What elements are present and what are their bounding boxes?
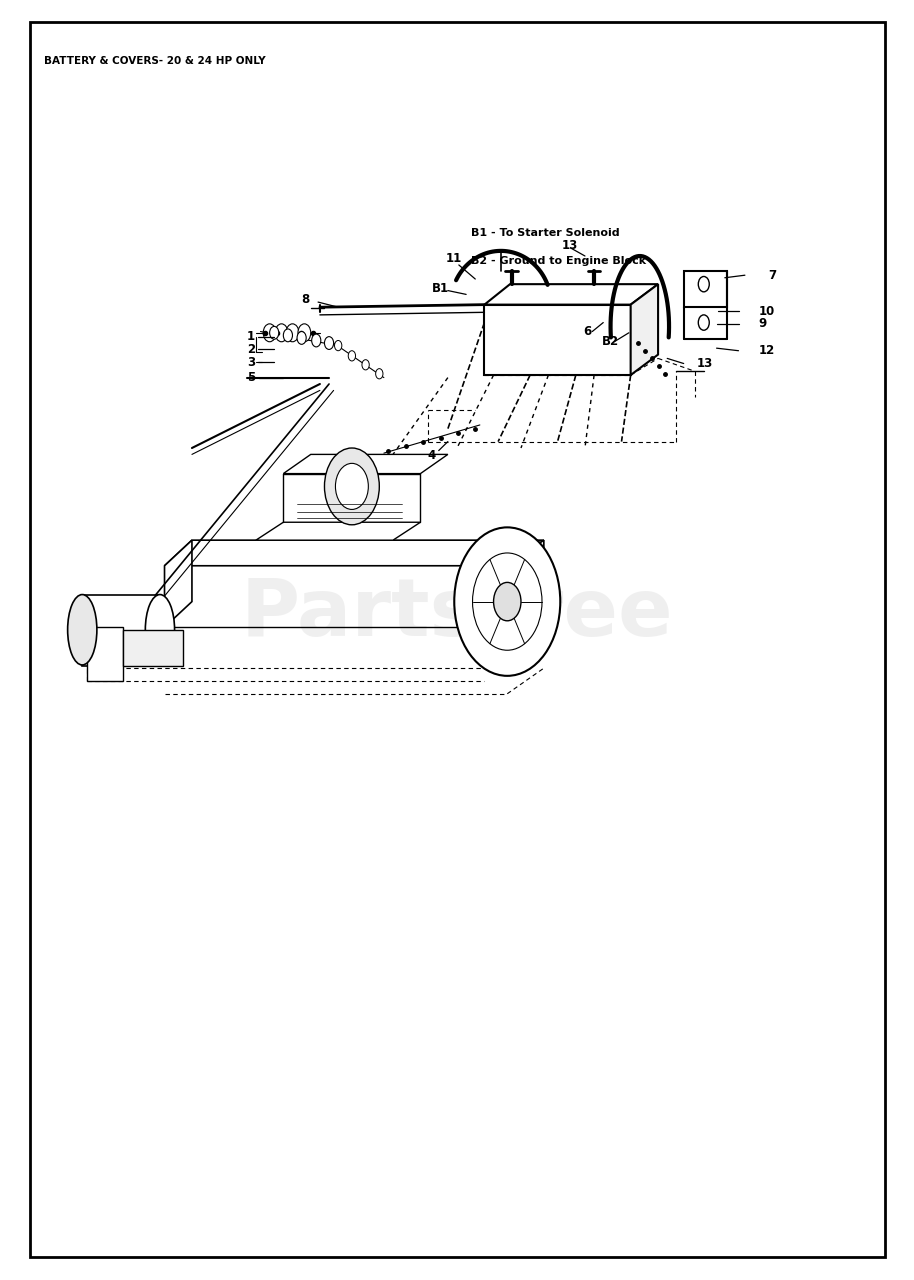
Polygon shape [484, 284, 658, 305]
Polygon shape [684, 271, 727, 307]
Ellipse shape [145, 594, 175, 666]
Polygon shape [82, 595, 160, 666]
Circle shape [335, 463, 368, 509]
Text: 8: 8 [302, 293, 310, 306]
Polygon shape [87, 627, 123, 681]
Polygon shape [123, 630, 183, 666]
Polygon shape [165, 540, 544, 566]
Text: B1 - To Starter Solenoid: B1 - To Starter Solenoid [471, 228, 620, 238]
Text: 2: 2 [247, 343, 255, 356]
Circle shape [324, 448, 379, 525]
Polygon shape [165, 540, 192, 627]
Polygon shape [484, 305, 631, 375]
Circle shape [324, 337, 334, 349]
Text: 13: 13 [696, 357, 713, 370]
Polygon shape [283, 454, 448, 474]
Circle shape [335, 340, 342, 351]
Circle shape [494, 582, 521, 621]
Text: 12: 12 [759, 344, 775, 357]
Circle shape [270, 326, 279, 339]
Text: B2 - Ground to Engine Block: B2 - Ground to Engine Block [471, 256, 646, 266]
Circle shape [297, 332, 306, 344]
Text: B1: B1 [431, 282, 449, 294]
Text: 3: 3 [247, 356, 255, 369]
Polygon shape [256, 522, 420, 540]
Text: 10: 10 [759, 305, 775, 317]
Circle shape [312, 334, 321, 347]
Circle shape [454, 527, 560, 676]
Circle shape [275, 324, 288, 342]
Text: 9: 9 [759, 317, 767, 330]
Text: 13: 13 [561, 239, 578, 252]
Circle shape [263, 324, 276, 342]
Circle shape [348, 351, 356, 361]
Text: 11: 11 [446, 252, 462, 265]
Text: 5: 5 [247, 371, 255, 384]
Text: PartsTree: PartsTree [240, 576, 674, 653]
Text: BATTERY & COVERS- 20 & 24 HP ONLY: BATTERY & COVERS- 20 & 24 HP ONLY [44, 56, 265, 67]
Polygon shape [631, 284, 658, 375]
Circle shape [376, 369, 383, 379]
Ellipse shape [68, 594, 97, 666]
Text: 1: 1 [247, 330, 255, 343]
Polygon shape [507, 540, 544, 627]
Circle shape [298, 324, 311, 342]
Text: 7: 7 [768, 269, 776, 282]
Circle shape [283, 329, 292, 342]
Circle shape [362, 360, 369, 370]
Text: B2: B2 [601, 335, 619, 348]
Circle shape [286, 324, 299, 342]
Text: 6: 6 [583, 325, 591, 338]
Text: 4: 4 [428, 449, 436, 462]
